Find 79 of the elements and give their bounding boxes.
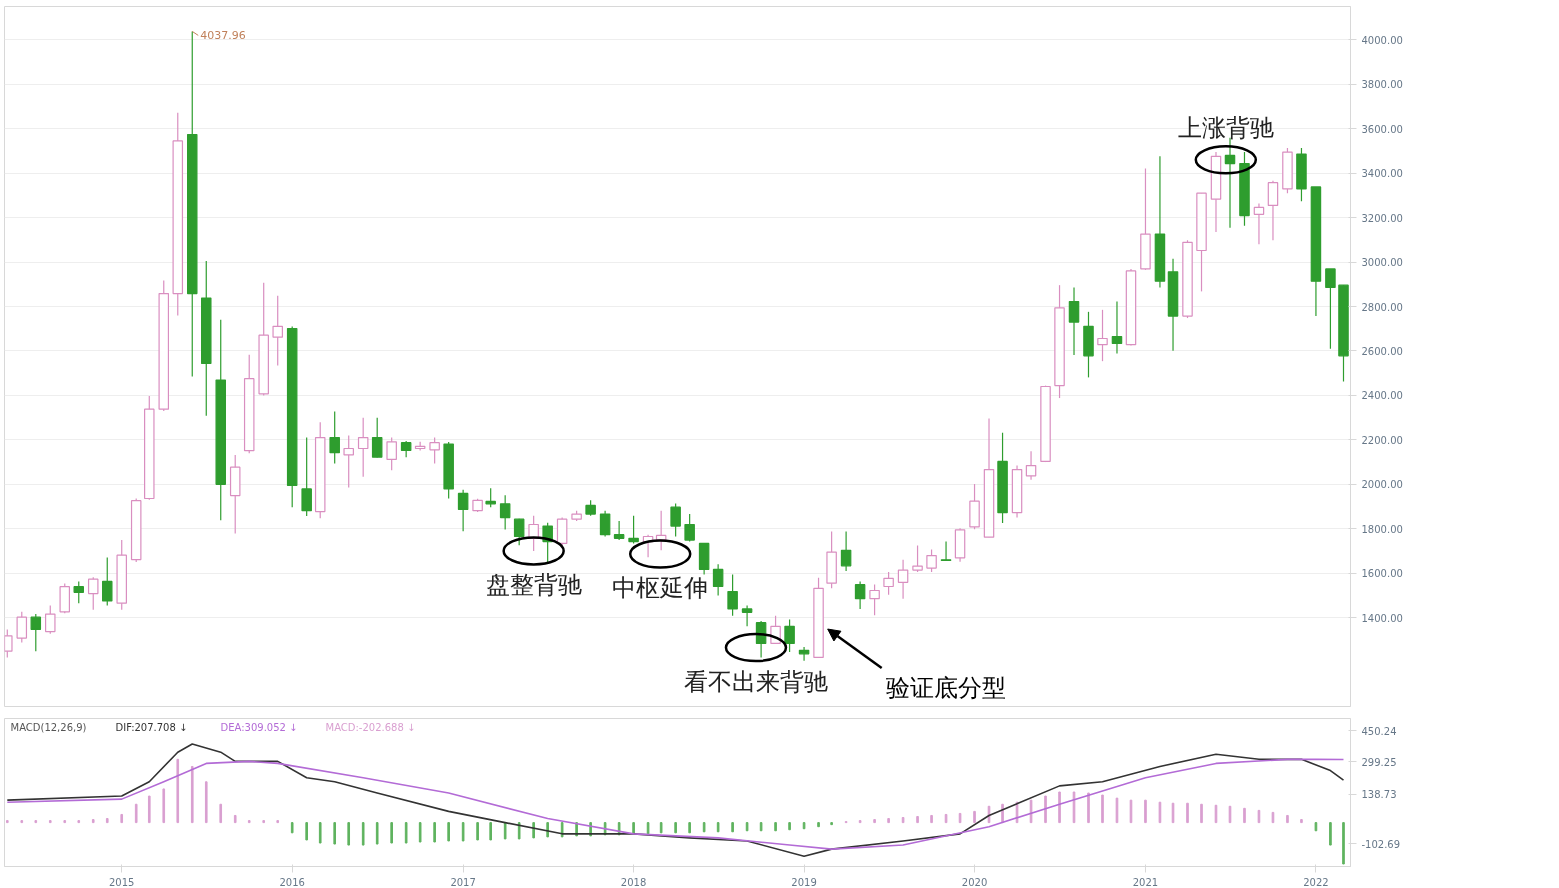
y-tick-label: 450.24 <box>1361 725 1397 737</box>
candlestick <box>513 518 525 546</box>
candlestick <box>897 559 909 600</box>
line-series <box>6 758 1345 850</box>
candlestick <box>457 489 469 532</box>
candlestick <box>1025 450 1037 481</box>
candlestick <box>301 437 312 517</box>
candlestick <box>926 549 937 573</box>
candlestick <box>1253 202 1265 245</box>
y-tick-label: 2400.00 <box>1361 390 1403 402</box>
annotation: 看不出来背驰 <box>683 667 828 696</box>
x-tick-label: 2016 <box>279 876 305 888</box>
x-tick-label: 2017 <box>450 876 476 888</box>
candlestick <box>869 583 880 616</box>
annotation: 上涨背驰 <box>1177 113 1274 142</box>
candlestick <box>87 576 99 611</box>
annotation: 中枢延伸 <box>612 574 709 603</box>
y-tick-label: 2600.00 <box>1361 345 1403 357</box>
y-tick-label: 1600.00 <box>1361 568 1403 580</box>
legend-title: MACD(12,26,9) <box>10 721 87 733</box>
candlestick <box>1267 180 1279 241</box>
x-tick-label: 2019 <box>791 876 817 888</box>
y-tick-label: 3400.00 <box>1361 168 1403 180</box>
candlestick <box>16 611 28 644</box>
y-tick-label: 3000.00 <box>1361 257 1403 269</box>
candlestick <box>684 513 695 543</box>
candlestick <box>1325 268 1336 350</box>
candlestick <box>854 580 866 610</box>
candlestick <box>329 410 340 465</box>
y-tick-label: 4000.00 <box>1361 34 1403 46</box>
y-tick-label: 1800.00 <box>1361 523 1403 535</box>
y-tick-label: 299.25 <box>1361 756 1397 768</box>
candlestick <box>371 417 383 459</box>
candlestick <box>1111 301 1123 355</box>
candlestick <box>386 437 397 471</box>
candlestick <box>628 515 639 544</box>
candlestick <box>613 520 625 541</box>
annotation: 4037.96 <box>200 29 246 43</box>
y-tick-label: -102.69 <box>1361 838 1401 850</box>
x-tick-label: 2021 <box>1132 876 1159 888</box>
y-tick-label: 3600.00 <box>1361 123 1403 135</box>
candlestick <box>73 580 85 604</box>
line-series <box>6 743 1345 858</box>
candlestick <box>101 556 113 606</box>
candlestick <box>45 604 56 635</box>
candlestick <box>940 540 952 562</box>
candlestick <box>599 510 611 538</box>
y-tick-label: 2000.00 <box>1361 479 1403 491</box>
candlestick <box>1068 286 1080 356</box>
x-tick-label: 2015 <box>109 876 135 888</box>
x-tick-label: 2018 <box>620 876 647 888</box>
text: MACD:-202.688 ↓ <box>325 721 416 733</box>
annotation: 盘整背驰 <box>485 570 582 599</box>
candlestick <box>784 618 795 653</box>
x-tick-label: 2022 <box>1303 876 1329 888</box>
candlestick <box>712 563 724 596</box>
y-tick-label: 2800.00 <box>1361 301 1403 313</box>
x-tick-label: 2020 <box>961 876 988 888</box>
candlestick <box>741 604 753 627</box>
series-label: DIF:207.708 ↓ <box>115 721 188 733</box>
candlestick <box>343 434 354 489</box>
y-tick-label: 2200.00 <box>1361 434 1403 446</box>
candlestick <box>499 494 511 531</box>
annotation: 验证底分型 <box>885 674 1006 703</box>
candlestick <box>912 544 923 573</box>
candlestick <box>883 571 894 596</box>
candlestick <box>840 530 852 572</box>
y-tick-label: 3200.00 <box>1361 212 1403 224</box>
candlestick <box>357 417 369 478</box>
candlestick <box>30 613 42 652</box>
text: DEA:309.052 ↓ <box>220 721 298 733</box>
candlestick <box>1097 309 1108 362</box>
candlestick <box>272 295 283 367</box>
candlestick <box>429 437 440 465</box>
candlestick <box>727 573 738 617</box>
y-tick-label: 3800.00 <box>1361 79 1403 91</box>
y-tick-label: 138.73 <box>1361 789 1397 801</box>
y-tick-label: 1400.00 <box>1361 612 1403 624</box>
candlestick <box>670 503 681 538</box>
